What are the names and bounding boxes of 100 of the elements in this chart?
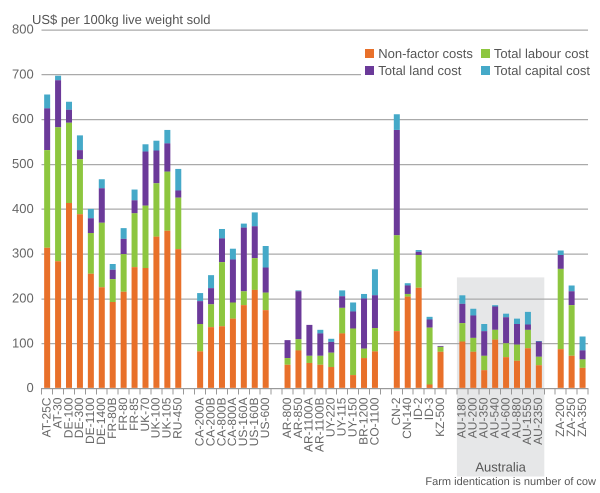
bar [218,238,225,262]
bar [568,285,575,292]
bar [394,331,400,388]
bar [339,333,346,388]
bar [88,274,94,388]
y-tick-label: 400 [12,200,34,216]
bar [524,330,531,348]
bar [98,188,105,223]
bar [481,356,488,370]
bar [240,224,247,228]
bar [153,236,160,388]
bar [317,364,324,388]
bar [55,261,62,388]
bar [404,285,411,294]
bar [426,384,433,388]
bar [110,279,116,302]
y-tick-label: 300 [12,246,34,261]
bar [503,357,510,388]
bar [197,351,204,388]
bar [120,228,127,239]
bar [76,214,83,388]
bar [252,258,258,290]
bar [514,344,520,361]
bar [76,135,83,150]
bar [558,268,564,350]
bar [284,364,291,388]
bar [306,362,312,388]
bar [416,252,422,255]
bar [580,350,586,360]
bar [568,291,575,306]
bar [481,324,488,332]
bar [514,360,520,388]
bar [120,238,127,254]
bar [558,254,564,269]
bar [262,310,269,388]
bar [339,290,346,296]
bar [153,150,160,184]
bar [350,311,356,328]
legend-label: Total labour cost [492,46,590,61]
bar [88,218,94,234]
bar [361,298,368,349]
bar [197,324,204,352]
bar [98,222,105,288]
legend-label: Total land cost [377,63,462,78]
bar [218,326,225,388]
bar [295,291,302,340]
bar [580,359,586,368]
y-tick-label: 500 [12,156,34,172]
bar [66,122,72,203]
bar [88,208,94,218]
bar [153,183,160,237]
bar [361,348,368,358]
bar [328,338,334,342]
bar [536,365,542,388]
bar [44,150,50,248]
bar [328,367,334,388]
bar [153,140,160,151]
bar [218,262,225,326]
bar [98,287,105,388]
bar [350,328,356,376]
bar [426,328,433,384]
bar [470,352,476,388]
bar [350,302,356,312]
bar [580,336,586,350]
bar [208,275,214,288]
bar [230,248,236,260]
bar [55,76,62,80]
bar [524,348,531,388]
bar [240,228,247,292]
bar [503,314,510,318]
bar [110,270,116,280]
bar [394,130,400,236]
bar [295,339,302,350]
bar [361,358,368,388]
bar [175,190,182,198]
bar [120,254,127,292]
bar [55,80,62,128]
bar [438,346,444,352]
bar [536,356,542,366]
bar [208,288,214,304]
bar [284,358,291,365]
bar [132,267,138,388]
bar [558,349,564,388]
bar [132,213,138,268]
bar [262,246,269,268]
bar [132,200,138,214]
text: Farm identication is number of cow [425,476,596,488]
bar [164,130,170,144]
bar [524,324,531,330]
bar [481,370,488,388]
legend-label: Total capital cost [492,63,590,78]
bar [372,269,378,296]
bar [252,226,258,258]
bar [66,110,72,123]
bar [470,315,476,338]
bar [492,306,498,330]
bar [120,292,127,388]
bar [240,305,247,388]
bar [459,304,466,324]
bar [372,295,378,328]
